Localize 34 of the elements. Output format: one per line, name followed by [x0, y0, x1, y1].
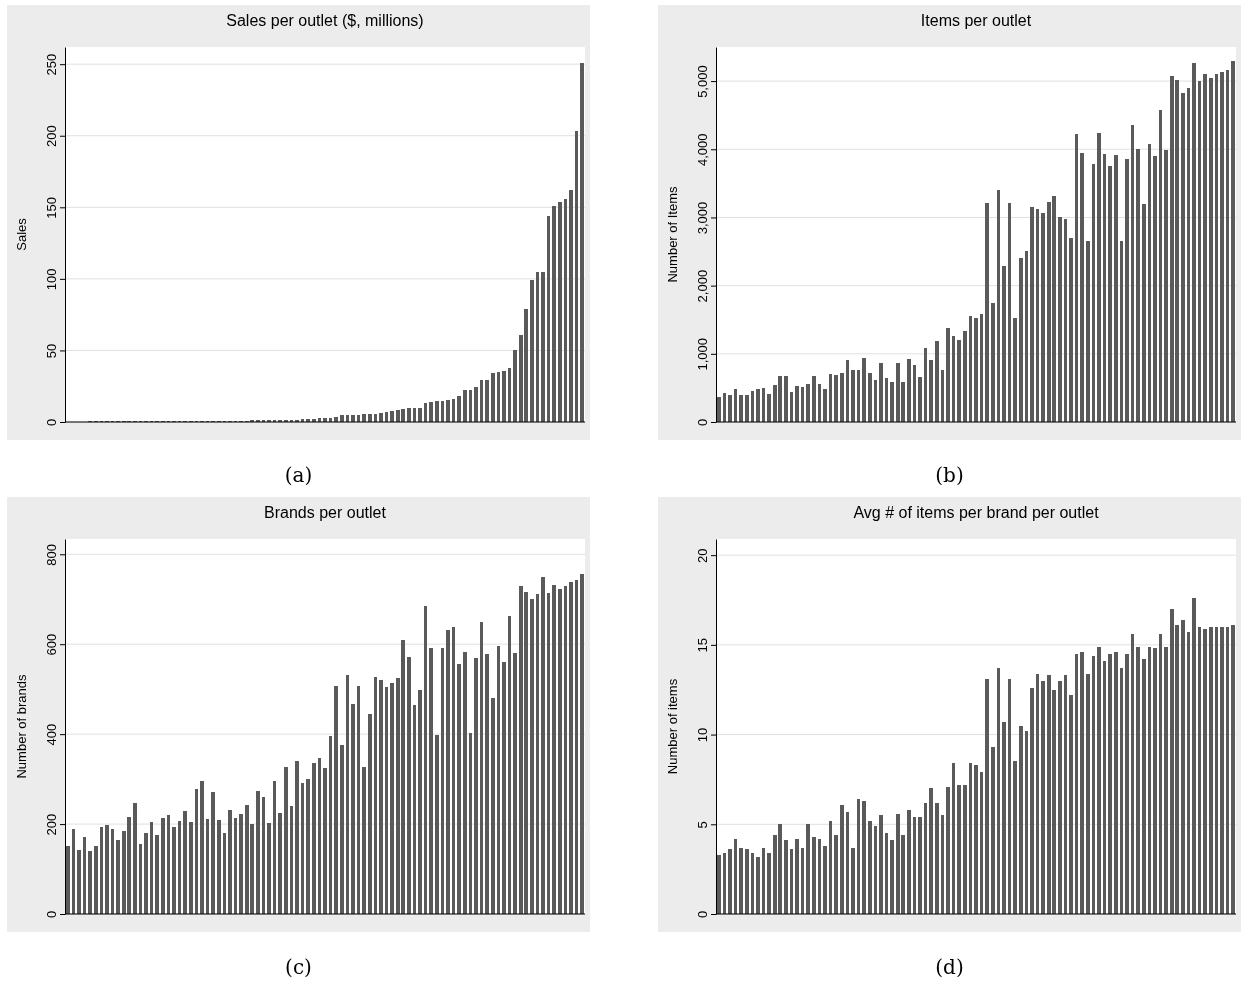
y-tick-label: 200 — [44, 813, 59, 836]
y-tick-label: 400 — [44, 723, 59, 746]
y-axis-title: Number of brands — [14, 673, 29, 779]
text: (a) — [284, 463, 313, 487]
y-axis-title: Number of Items — [664, 185, 680, 283]
chart-title: Avg # of items per brand per outlet — [852, 504, 1099, 521]
y-tick-label: 600 — [44, 633, 59, 656]
y-tick-label: 5 — [694, 821, 710, 829]
y-axis-title: Number of items — [664, 678, 680, 775]
y-tick-label: 50 — [44, 343, 59, 359]
y-tick-label: 2,000 — [694, 269, 710, 303]
y-tick-label: 10 — [694, 727, 710, 743]
y-tick-label: 4,000 — [694, 133, 710, 167]
y-tick-label: 150 — [44, 196, 59, 219]
chart-title: Brands per outlet — [264, 504, 387, 521]
y-tick-label: 250 — [44, 53, 59, 76]
y-tick-label: 5,000 — [694, 65, 710, 98]
y-tick-label: 0 — [694, 418, 710, 427]
y-tick-label: 20 — [694, 548, 710, 563]
y-tick-label: 15 — [694, 638, 710, 653]
y-tick-label: 800 — [44, 543, 59, 566]
text: (d) — [934, 955, 964, 979]
y-tick-label: 0 — [44, 910, 59, 919]
chart-title: Items per outlet — [920, 12, 1032, 29]
y-tick-label: 1,000 — [694, 338, 710, 371]
text: (c) — [285, 955, 312, 979]
y-tick-label: 0 — [44, 418, 59, 427]
y-tick-label: 0 — [694, 910, 710, 919]
y-tick-label: 3,000 — [694, 201, 710, 235]
y-tick-label: 200 — [44, 125, 59, 148]
y-tick-label: 100 — [44, 268, 59, 291]
text: (b) — [934, 463, 964, 487]
chart-title: Sales per outlet ($, millions) — [226, 12, 424, 29]
y-axis-title: Sales — [14, 217, 29, 251]
